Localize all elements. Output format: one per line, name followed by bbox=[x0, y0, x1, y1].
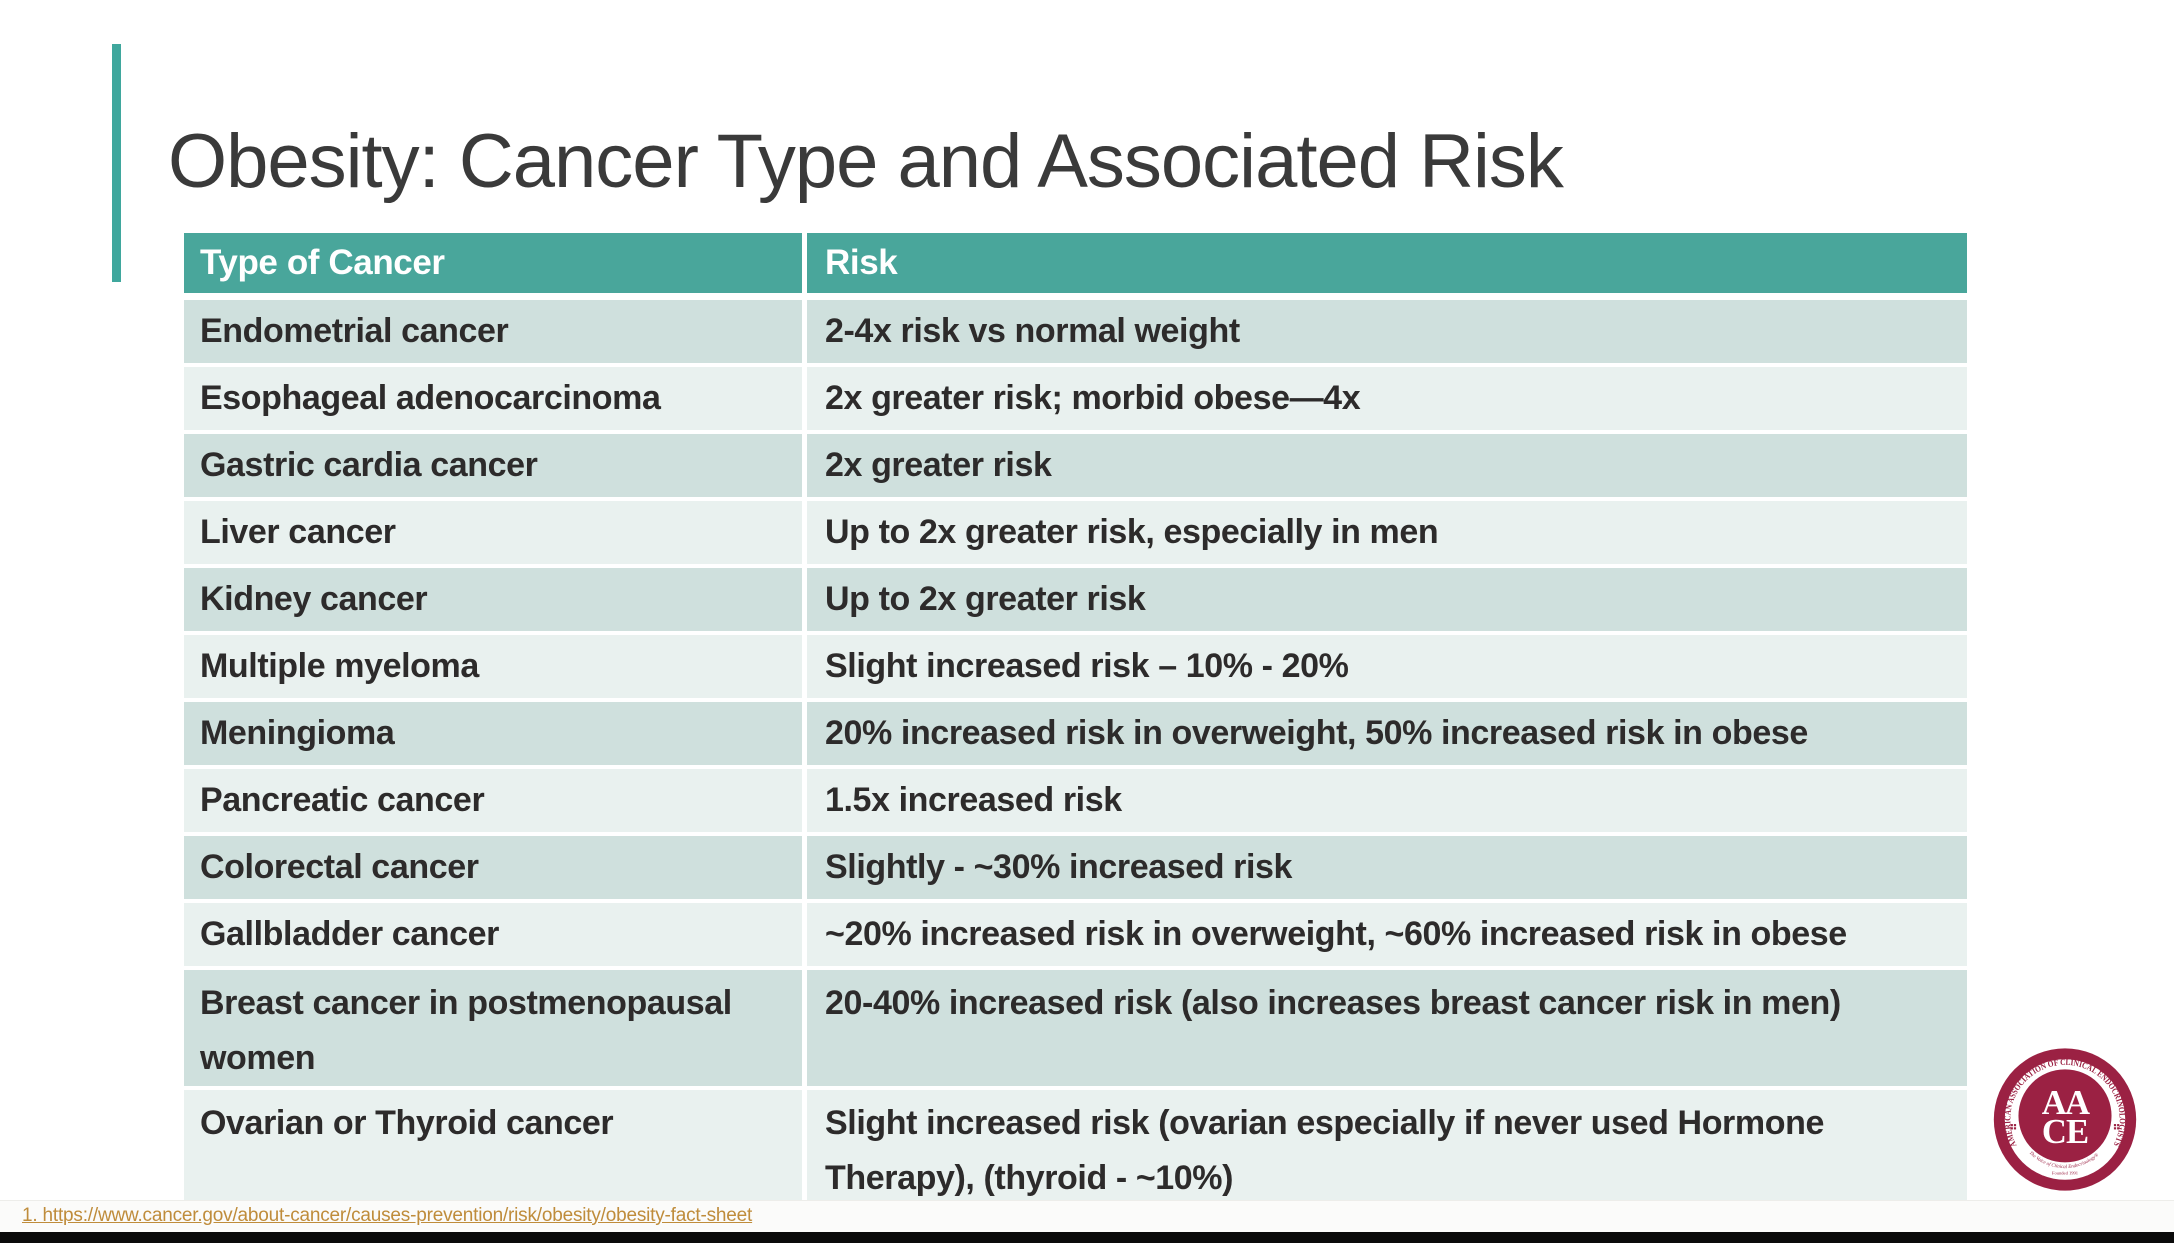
table-header-row: Type of Cancer Risk bbox=[184, 233, 1967, 293]
cancer-type-cell: Endometrial cancer bbox=[184, 300, 802, 363]
logo-monogram-aa: AA bbox=[2042, 1084, 2090, 1122]
risk-cell: 20-40% increased risk (also increases br… bbox=[807, 970, 1967, 1086]
column-header-type-of-cancer: Type of Cancer bbox=[184, 233, 802, 293]
table-row: Colorectal cancer Slightly - ~30% increa… bbox=[184, 836, 1967, 899]
table-row: Ovarian or Thyroid cancer Slight increas… bbox=[184, 1090, 1967, 1200]
table-row: Gastric cardia cancer 2x greater risk bbox=[184, 434, 1967, 497]
risk-cell: Slight increased risk (ovarian especiall… bbox=[807, 1090, 1967, 1200]
logo-right-ornament bbox=[2113, 1124, 2120, 1130]
column-header-risk: Risk bbox=[807, 233, 1967, 293]
table-row: Endometrial cancer 2-4x risk vs normal w… bbox=[184, 300, 1967, 363]
risk-cell: 2x greater risk bbox=[807, 434, 1967, 497]
bottom-black-bar bbox=[0, 1232, 2174, 1243]
risk-table: Type of Cancer Risk Endometrial cancer 2… bbox=[184, 233, 1967, 1200]
footnote-strip bbox=[0, 1200, 2174, 1232]
table-row: Multiple myeloma Slight increased risk –… bbox=[184, 635, 1967, 698]
cancer-type-cell: Liver cancer bbox=[184, 501, 802, 564]
cancer-type-cell: Colorectal cancer bbox=[184, 836, 802, 899]
risk-cell: Up to 2x greater risk bbox=[807, 568, 1967, 631]
risk-cell: 2-4x risk vs normal weight bbox=[807, 300, 1967, 363]
risk-cell: Slight increased risk – 10% - 20% bbox=[807, 635, 1967, 698]
cancer-type-cell: Kidney cancer bbox=[184, 568, 802, 631]
table-row: Liver cancer Up to 2x greater risk, espe… bbox=[184, 501, 1967, 564]
cancer-type-cell: Ovarian or Thyroid cancer bbox=[184, 1090, 802, 1200]
risk-cell: 1.5x increased risk bbox=[807, 769, 1967, 832]
table-row: Kidney cancer Up to 2x greater risk bbox=[184, 568, 1967, 631]
risk-cell: Up to 2x greater risk, especially in men bbox=[807, 501, 1967, 564]
table-row: Pancreatic cancer 1.5x increased risk bbox=[184, 769, 1967, 832]
cancer-type-cell: Breast cancer in postmenopausal women bbox=[184, 970, 802, 1086]
logo-monogram-ce: CE bbox=[2042, 1113, 2088, 1151]
table-row: Breast cancer in postmenopausal women 20… bbox=[184, 970, 1967, 1086]
slide-title: Obesity: Cancer Type and Associated Risk bbox=[168, 119, 1564, 204]
risk-cell: ~20% increased risk in overweight, ~60% … bbox=[807, 903, 1967, 966]
cancer-type-cell: Meningioma bbox=[184, 702, 802, 765]
risk-cell: 2x greater risk; morbid obese—4x bbox=[807, 367, 1967, 430]
logo-left-ornament bbox=[2010, 1124, 2017, 1130]
title-accent-bar bbox=[112, 44, 121, 282]
logo-inner-disc bbox=[2018, 1069, 2112, 1163]
table-row: Esophageal adenocarcinoma 2x greater ris… bbox=[184, 367, 1967, 430]
cancer-type-cell: Gallbladder cancer bbox=[184, 903, 802, 966]
risk-cell: 20% increased risk in overweight, 50% in… bbox=[807, 702, 1967, 765]
cancer-type-cell: Pancreatic cancer bbox=[184, 769, 802, 832]
aace-logo: AMERICAN ASSOCIATION OF CLINICAL ENDOCRI… bbox=[1993, 1048, 2137, 1191]
logo-founded-text: Founded 1991 bbox=[2052, 1170, 2078, 1175]
risk-cell: Slightly - ~30% increased risk bbox=[807, 836, 1967, 899]
table-row: Meningioma 20% increased risk in overwei… bbox=[184, 702, 1967, 765]
footnote-source-link[interactable]: 1. https://www.cancer.gov/about-cancer/c… bbox=[22, 1205, 753, 1226]
cancer-type-cell: Multiple myeloma bbox=[184, 635, 802, 698]
cancer-type-cell: Esophageal adenocarcinoma bbox=[184, 367, 802, 430]
cancer-type-cell: Gastric cardia cancer bbox=[184, 434, 802, 497]
table-row: Gallbladder cancer ~20% increased risk i… bbox=[184, 903, 1967, 966]
